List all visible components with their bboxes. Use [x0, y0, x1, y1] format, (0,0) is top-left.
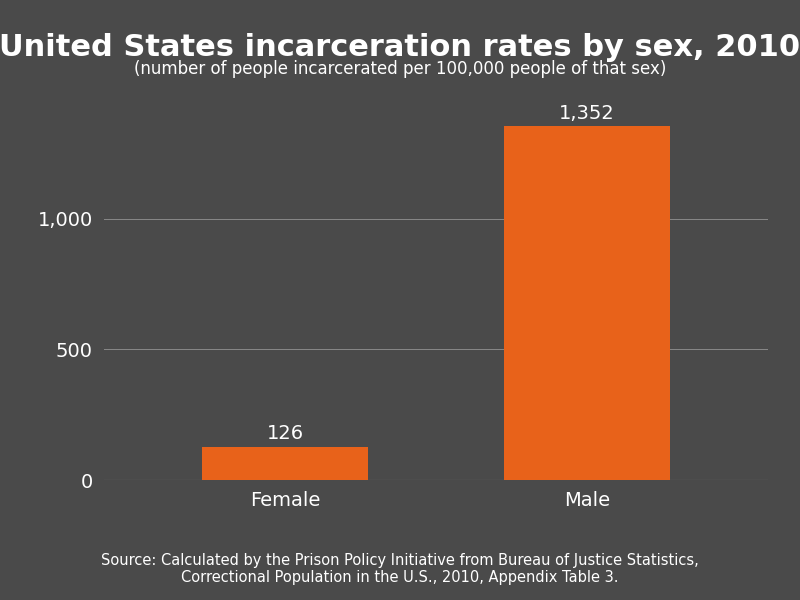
Text: 1,352: 1,352: [559, 104, 614, 122]
Bar: [504, 127, 670, 480]
Text: 126: 126: [266, 424, 304, 443]
Text: Source: Calculated by the Prison Policy Initiative from Bureau of Justice Statis: Source: Calculated by the Prison Policy …: [101, 553, 699, 585]
Text: (number of people incarcerated per 100,000 people of that sex): (number of people incarcerated per 100,0…: [134, 60, 666, 78]
Text: United States incarceration rates by sex, 2010: United States incarceration rates by sex…: [0, 33, 800, 62]
Bar: [202, 447, 368, 480]
